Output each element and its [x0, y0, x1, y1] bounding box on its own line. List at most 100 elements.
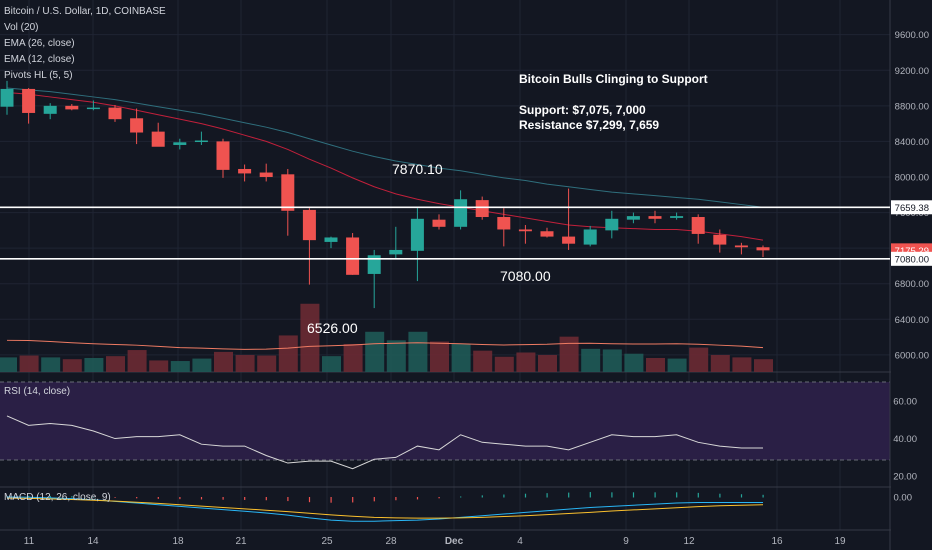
- pivot-low-label: 7080.00: [500, 268, 551, 284]
- price-tick-label: 8400.00: [895, 137, 929, 148]
- ema12-indicator-label: EMA (12, close): [4, 54, 75, 65]
- macd-hist-bar: [71, 496, 73, 498]
- candle-body: [389, 249, 403, 255]
- price-tick-label: 8800.00: [895, 101, 929, 112]
- macd-hist-bar: [352, 497, 354, 503]
- price-tag-label: 7659.38: [895, 203, 929, 214]
- volume-bar: [538, 354, 557, 372]
- candle-body: [497, 217, 511, 230]
- support-resistance-lines: [0, 206, 890, 260]
- macd-hist-bar: [179, 497, 181, 500]
- macd-hist-bar: [136, 497, 138, 499]
- annotation-resistance: Resistance $7,299, 7,659: [519, 118, 660, 132]
- price-tag-label: 7175.29: [895, 246, 929, 257]
- candle-body: [475, 200, 489, 218]
- candle-body: [216, 141, 230, 170]
- ema26-line: [6, 87, 764, 208]
- ema26-indicator-label: EMA (26, close): [4, 38, 75, 49]
- volume-bar: [214, 351, 233, 372]
- candle-body: [540, 231, 554, 237]
- macd-hist-bar: [719, 493, 721, 498]
- price-tick-label: 6800.00: [895, 279, 929, 290]
- candle-body: [151, 131, 165, 147]
- rsi-line: [6, 415, 763, 470]
- macd-hist-bar: [287, 497, 289, 502]
- macd-hist-bar: [740, 494, 743, 498]
- candle-body: [626, 216, 640, 220]
- candle-body: [173, 142, 187, 145]
- price-axis[interactable]: 9600.009200.008800.008400.008000.007600.…: [891, 0, 932, 550]
- macd-hist-bar: [265, 497, 267, 501]
- volume-bar: [235, 354, 255, 372]
- symbol-title: Bitcoin / U.S. Dollar, 1D, COINBASE: [4, 6, 166, 17]
- candle-body: [583, 229, 597, 245]
- time-tick-label: Dec: [445, 536, 464, 547]
- annotation-support: Support: $7,075, 7,000: [519, 103, 646, 117]
- candle-body: [259, 172, 273, 177]
- price-tick-label: 8000.00: [895, 172, 929, 183]
- candle-body: [194, 140, 208, 143]
- macd-hist-bar: [416, 497, 419, 500]
- volume-bar: [106, 356, 125, 372]
- macd-hist-bar: [200, 497, 203, 500]
- volume-bar: [257, 355, 277, 372]
- macd-hist-bar: [632, 492, 635, 498]
- time-axis[interactable]: 11 14 18 21 25 28 Dec 4 9 12 16 19: [24, 536, 846, 547]
- candle-body: [281, 174, 295, 211]
- macd-hist-bar: [654, 492, 656, 498]
- candle-body: [454, 199, 468, 227]
- time-tick-label: 12: [683, 536, 695, 547]
- candle-body: [756, 247, 770, 251]
- candle-body: [22, 88, 36, 113]
- price-tag-label: 7080.00: [895, 254, 929, 265]
- volume-bar: [710, 354, 730, 372]
- macd-hist-bar: [373, 497, 375, 502]
- time-tick-label: 4: [517, 536, 523, 547]
- vol-indicator-label: Vol (20): [4, 22, 39, 33]
- volume-bar: [732, 357, 752, 372]
- pivots-indicator-label: Pivots HL (5, 5): [4, 70, 73, 81]
- macd-hist-bar: [28, 495, 30, 498]
- candle-body: [648, 216, 662, 219]
- macd-hist-bar: [481, 495, 483, 498]
- volume-bar: [170, 361, 190, 372]
- macd-hist-bar: [222, 497, 224, 500]
- candle-body: [713, 234, 727, 245]
- axis-background: [891, 0, 932, 550]
- macd-pane-label: MACD (12, 26, close, 9): [4, 492, 111, 503]
- candle-body: [670, 216, 684, 218]
- ema12-line: [6, 91, 764, 241]
- candle-body: [562, 236, 576, 244]
- candle-body: [605, 218, 619, 231]
- volume-bars: [0, 303, 773, 372]
- rsi-tick-label: 40.00: [893, 434, 917, 445]
- macd-hist-bar: [114, 497, 116, 498]
- time-tick-label: 16: [771, 536, 783, 547]
- macd-hist-bar: [611, 492, 613, 498]
- macd-hist-bar: [395, 497, 397, 501]
- macd-hist-bar: [92, 496, 95, 498]
- time-tick-label: 19: [834, 536, 846, 547]
- macd-hist-bar: [524, 493, 527, 498]
- macd-hist-bar: [438, 497, 440, 499]
- volume-bar: [516, 352, 536, 372]
- rsi-tick-label: 20.00: [893, 472, 917, 483]
- rsi-guides: [0, 381, 890, 461]
- time-tick-label: 25: [321, 536, 333, 547]
- volume-bar: [581, 348, 601, 372]
- price-tag-box: [891, 251, 932, 266]
- annotation-title: Bitcoin Bulls Clinging to Support: [519, 72, 708, 86]
- volume-bar: [602, 349, 622, 372]
- macd-hist-bar: [589, 492, 591, 498]
- volume-bar: [62, 359, 82, 372]
- time-tick-label: 18: [172, 536, 184, 547]
- price-tick-label: 9200.00: [895, 66, 929, 77]
- macd-hist-bar: [308, 497, 311, 503]
- price-tag-box: [891, 200, 932, 215]
- volume-bar: [365, 331, 385, 372]
- volume-bar: [667, 358, 687, 372]
- rsi-pane-label: RSI (14, close): [4, 386, 71, 397]
- time-tick-label: 9: [623, 536, 629, 547]
- candle-body: [65, 105, 79, 110]
